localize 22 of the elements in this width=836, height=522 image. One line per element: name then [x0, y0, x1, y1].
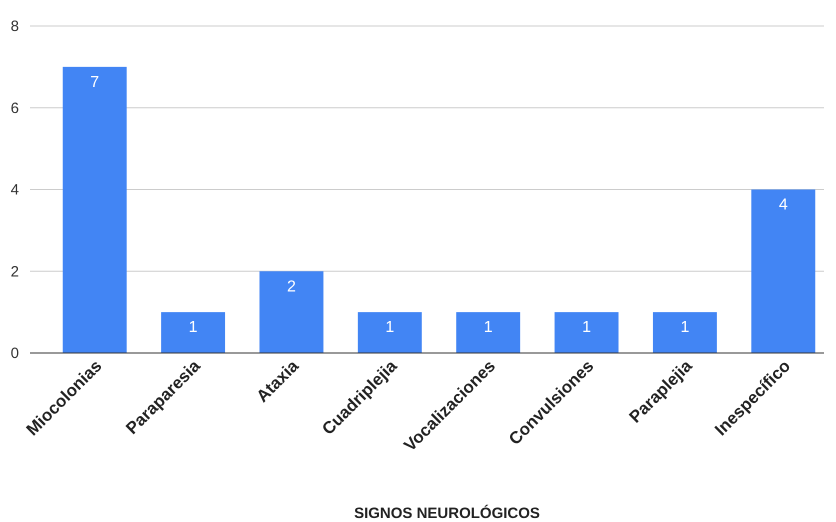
bar [751, 190, 816, 353]
data-label: 4 [778, 196, 788, 214]
bar [161, 312, 226, 353]
bar [358, 312, 422, 353]
y-tick-label: 4 [10, 182, 19, 198]
bar [652, 312, 717, 353]
y-tick-label: 6 [10, 100, 19, 117]
data-label: 1 [385, 319, 394, 336]
bar [554, 312, 619, 353]
data-label: 1 [188, 319, 198, 336]
y-tick-label: 0 [10, 345, 19, 362]
bar [259, 271, 324, 353]
data-label: 1 [582, 319, 592, 336]
y-tick-label: 2 [10, 263, 19, 280]
data-label: 7 [90, 74, 100, 91]
data-label: 1 [484, 319, 493, 336]
bar [456, 312, 520, 353]
y-tick-label: 8 [10, 18, 19, 35]
x-axis-title: SIGNOS NEUROLÓGICOS [354, 504, 540, 522]
data-label: 1 [680, 319, 690, 336]
data-label: 2 [287, 278, 296, 296]
bar [62, 66, 127, 353]
